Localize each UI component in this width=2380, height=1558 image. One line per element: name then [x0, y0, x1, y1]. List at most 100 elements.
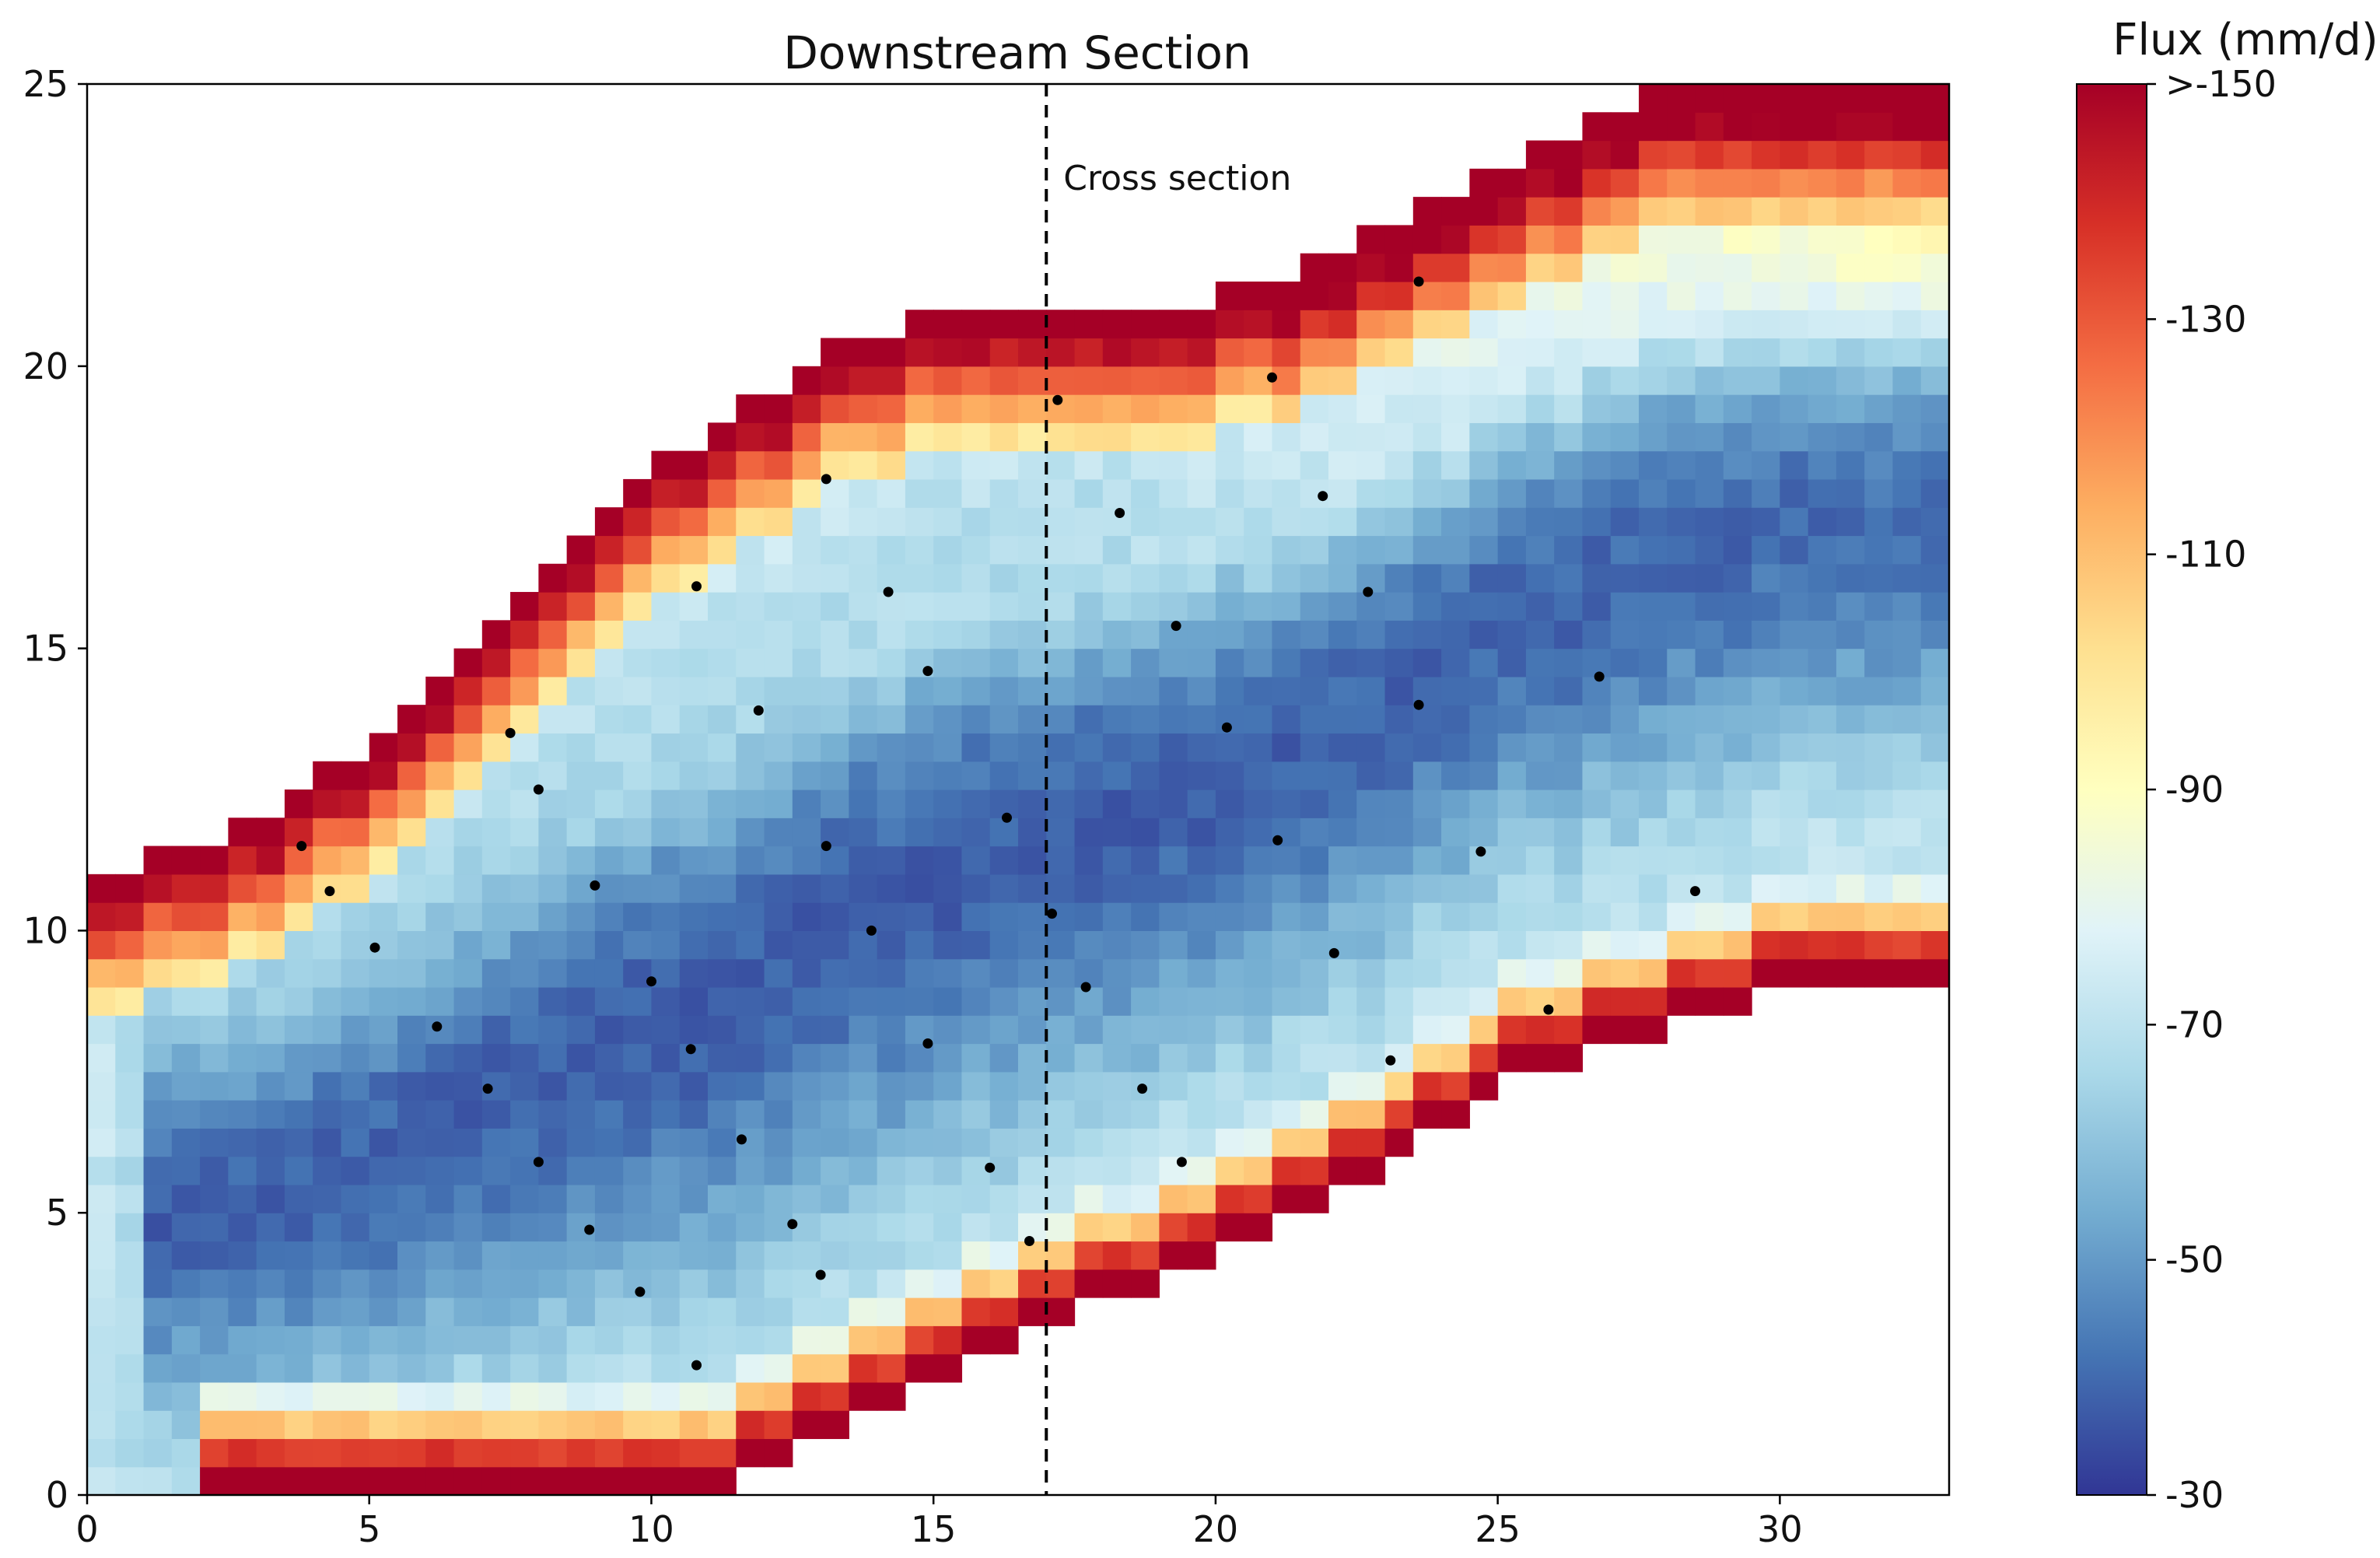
- heatmap-cell: [1159, 986, 1188, 1016]
- heatmap-cell: [736, 676, 765, 705]
- heatmap-cell: [1639, 281, 1668, 310]
- heatmap-cell: [1074, 1213, 1104, 1242]
- heatmap-cell: [736, 874, 765, 903]
- heatmap-cell: [1554, 1043, 1584, 1073]
- heatmap-cell: [905, 958, 934, 988]
- heatmap-cell: [1131, 1100, 1160, 1129]
- heatmap-cell: [1525, 338, 1555, 367]
- heatmap-cell: [1300, 874, 1329, 903]
- heatmap-cell: [708, 592, 737, 621]
- heatmap-cell: [623, 846, 653, 875]
- heatmap-cell: [594, 563, 624, 593]
- heatmap-cell: [1808, 790, 1837, 818]
- heatmap-cell: [538, 620, 568, 649]
- heatmap-cell: [764, 1438, 793, 1468]
- heatmap-cell: [792, 1353, 821, 1383]
- heatmap-cell: [679, 676, 709, 705]
- heatmap-cell: [989, 1100, 1019, 1129]
- heatmap-cell: [651, 874, 681, 903]
- heatmap-cell: [1018, 563, 1047, 593]
- heatmap-cell: [1864, 366, 1894, 395]
- heatmap-cell: [425, 1043, 455, 1073]
- heatmap-cell: [1667, 790, 1696, 818]
- heatmap-cell: [228, 1438, 257, 1468]
- heatmap-cell: [623, 1410, 653, 1440]
- heatmap-cell: [1752, 790, 1780, 818]
- heatmap-cell: [1215, 310, 1244, 339]
- observation-point: [1024, 1236, 1034, 1246]
- heatmap-cell: [1525, 761, 1555, 790]
- heatmap-cell: [736, 1213, 765, 1242]
- heatmap-cell: [1131, 507, 1160, 537]
- heatmap-cell: [566, 1128, 596, 1157]
- heatmap-cell: [623, 563, 653, 593]
- heatmap-cell: [143, 986, 173, 1016]
- heatmap-cell: [341, 1325, 370, 1355]
- heatmap-cell: [1525, 310, 1555, 339]
- heatmap-cell: [1187, 1043, 1216, 1073]
- heatmap-cell: [849, 648, 878, 677]
- heatmap-cell: [1018, 1156, 1047, 1185]
- heatmap-cell: [341, 986, 370, 1016]
- heatmap-cell: [1356, 733, 1386, 762]
- heatmap-cell: [1074, 1128, 1104, 1157]
- heatmap-cell: [877, 1269, 906, 1298]
- heatmap-cell: [1667, 168, 1696, 198]
- heatmap-cell: [1723, 253, 1752, 282]
- heatmap-cell: [1667, 705, 1696, 734]
- heatmap-cell: [425, 1213, 455, 1242]
- observation-point: [821, 474, 831, 485]
- heatmap-cell: [594, 1325, 624, 1355]
- heatmap-cell: [425, 733, 455, 762]
- heatmap-cell: [679, 478, 709, 508]
- heatmap-cell: [115, 1325, 145, 1355]
- heatmap-cell: [1074, 310, 1104, 339]
- heatmap-cell: [369, 1015, 398, 1045]
- heatmap-cell: [764, 450, 793, 480]
- heatmap-cell: [1752, 676, 1780, 705]
- heatmap-cell: [1102, 676, 1132, 705]
- heatmap-cell: [821, 874, 849, 903]
- heatmap-cell: [1102, 450, 1132, 480]
- heatmap-cell: [849, 563, 878, 593]
- heatmap-cell: [989, 733, 1019, 762]
- heatmap-cell: [679, 761, 709, 790]
- heatmap-cell: [1018, 422, 1047, 452]
- heatmap-cell: [1469, 648, 1499, 677]
- heatmap-cell: [510, 902, 539, 931]
- heatmap-cell: [792, 1410, 821, 1440]
- heatmap-cell: [933, 592, 963, 621]
- heatmap-cell: [341, 1438, 370, 1468]
- heatmap-cell: [1639, 253, 1668, 282]
- heatmap-cell: [708, 761, 737, 790]
- heatmap-cell: [425, 790, 455, 818]
- heatmap-cell: [905, 366, 934, 395]
- heatmap-cell: [1752, 930, 1780, 960]
- heatmap-cell: [1244, 394, 1273, 423]
- heatmap-cell: [651, 1466, 681, 1496]
- heatmap-cell: [877, 450, 906, 480]
- heatmap-cell: [905, 1353, 934, 1383]
- heatmap-cell: [1864, 676, 1894, 705]
- heatmap-cell: [1187, 986, 1216, 1016]
- heatmap-cell: [1215, 874, 1244, 903]
- heatmap-cell: [764, 1043, 793, 1073]
- heatmap-cell: [1554, 310, 1584, 339]
- heatmap-cell: [679, 1438, 709, 1468]
- heatmap-cell: [623, 676, 653, 705]
- heatmap-cell: [369, 1297, 398, 1326]
- heatmap-cell: [1131, 930, 1160, 960]
- heatmap-cell: [651, 846, 681, 875]
- heatmap-cell: [989, 1043, 1019, 1073]
- heatmap-cell: [1525, 225, 1555, 254]
- heatmap-cell: [821, 422, 849, 452]
- heatmap-cell: [1244, 705, 1273, 734]
- heatmap-cell: [1920, 507, 1950, 537]
- heatmap-cell: [905, 478, 934, 508]
- heatmap-cell: [1836, 225, 1865, 254]
- heatmap-cell: [1131, 1128, 1160, 1157]
- heatmap-cell: [538, 1353, 568, 1383]
- heatmap-cell: [115, 1156, 145, 1185]
- heatmap-cell: [736, 450, 765, 480]
- heatmap-cell: [1187, 648, 1216, 677]
